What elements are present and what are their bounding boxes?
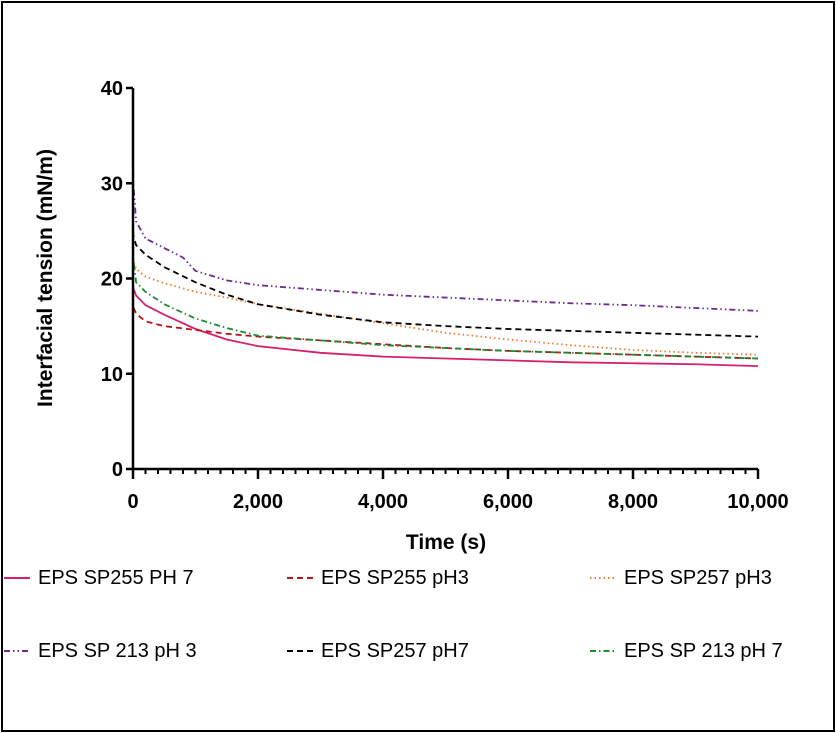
legend-item-sp213-ph7: EPS SP 213 pH 7 bbox=[590, 636, 783, 666]
legend-swatch bbox=[590, 650, 616, 652]
legend-row-2: EPS SP 213 pH 3 EPS SP257 pH7 EPS SP 213… bbox=[0, 636, 836, 666]
y-tick-label: 20 bbox=[101, 269, 123, 291]
y-tick-label: 40 bbox=[101, 78, 123, 100]
x-tick-label: 4,000 bbox=[358, 491, 408, 513]
legend-label: EPS SP257 pH7 bbox=[321, 639, 469, 662]
series-line-3 bbox=[132, 230, 759, 356]
series-line-2 bbox=[132, 297, 759, 360]
y-axis-label: Interfacial tension (mN/m) bbox=[34, 149, 57, 407]
legend-item-sp257-ph3: EPS SP257 pH3 bbox=[590, 563, 772, 593]
x-tick-label: 2,000 bbox=[233, 491, 283, 513]
legend-label: EPS SP 213 pH 7 bbox=[624, 639, 783, 662]
x-tick-label: 8,000 bbox=[608, 491, 658, 513]
series-line-5 bbox=[132, 221, 759, 338]
x-axis-label: Time (s) bbox=[406, 531, 486, 554]
y-tick-label: 0 bbox=[112, 459, 123, 481]
legend-item-sp213-ph3: EPS SP 213 pH 3 bbox=[4, 636, 197, 666]
legend-item-sp257-ph7: EPS SP257 pH7 bbox=[287, 636, 469, 666]
legend-label: EPS SP255 PH 7 bbox=[38, 566, 194, 589]
series-line-4 bbox=[132, 135, 759, 312]
series-line-1 bbox=[132, 278, 759, 368]
legend-swatch bbox=[590, 577, 616, 579]
legend-swatch bbox=[287, 650, 313, 652]
legend-swatch bbox=[4, 650, 30, 652]
x-tick-label: 6,000 bbox=[483, 491, 533, 513]
legend-label: EPS SP257 pH3 bbox=[624, 566, 772, 589]
legend-swatch bbox=[287, 577, 313, 579]
legend-label: EPS SP 213 pH 3 bbox=[38, 639, 197, 662]
series-line-6 bbox=[132, 183, 759, 360]
x-tick-label: 0 bbox=[127, 491, 138, 513]
legend-row-1: EPS SP255 PH 7 EPS SP255 pH3 EPS SP257 p… bbox=[0, 563, 836, 593]
legend-label: EPS SP255 pH3 bbox=[321, 566, 469, 589]
legend-item-sp255-ph7: EPS SP255 PH 7 bbox=[4, 563, 194, 593]
legend-item-sp255-ph3: EPS SP255 pH3 bbox=[287, 563, 469, 593]
x-tick-label: 10,000 bbox=[727, 491, 788, 513]
legend-swatch bbox=[4, 577, 30, 579]
y-tick-label: 30 bbox=[101, 173, 123, 195]
y-tick-label: 10 bbox=[101, 364, 123, 386]
